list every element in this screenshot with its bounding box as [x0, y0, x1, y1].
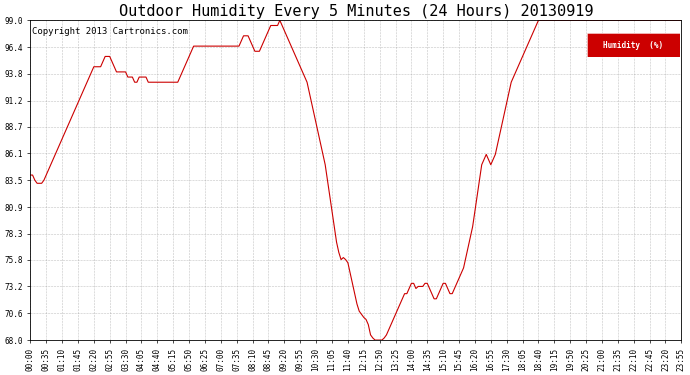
- Title: Outdoor Humidity Every 5 Minutes (24 Hours) 20130919: Outdoor Humidity Every 5 Minutes (24 Hou…: [119, 4, 593, 19]
- Text: Copyright 2013 Cartronics.com: Copyright 2013 Cartronics.com: [32, 27, 188, 36]
